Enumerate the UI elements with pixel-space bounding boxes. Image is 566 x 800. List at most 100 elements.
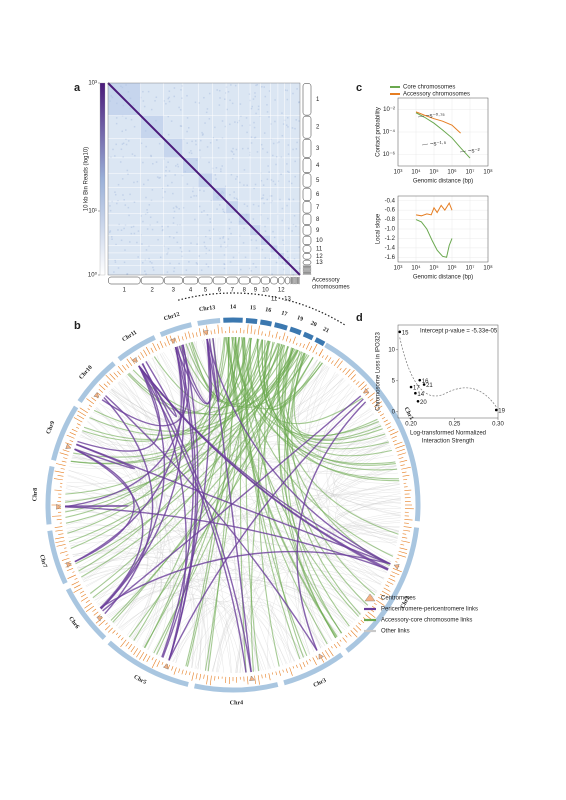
y-tick-label: 0 xyxy=(392,409,396,415)
heatmap-cell xyxy=(165,102,167,105)
heatmap-cell xyxy=(179,109,182,111)
chrom-label: 4 xyxy=(189,288,193,294)
heatmap-cell xyxy=(145,196,147,199)
heatmap-cell xyxy=(133,125,136,128)
link xyxy=(108,381,159,432)
heatmap-cell xyxy=(220,245,222,248)
link xyxy=(106,585,295,662)
heatmap-cell xyxy=(152,162,154,165)
x-tick-label: 10⁵ xyxy=(429,169,439,176)
heatmap-cell xyxy=(111,238,113,240)
segment-label: Chr1 xyxy=(403,406,414,421)
chrom-box xyxy=(163,276,183,285)
heatmap-cell xyxy=(142,90,144,93)
density-tick xyxy=(305,660,309,665)
density-tick xyxy=(54,470,65,474)
link xyxy=(232,336,380,437)
heatmap-cell xyxy=(270,123,272,125)
density-tick xyxy=(392,568,402,573)
heatmap-cell xyxy=(269,138,272,140)
heatmap-cell xyxy=(188,151,191,154)
chrom-box xyxy=(212,276,226,285)
heatmap-cell xyxy=(118,223,120,226)
x-tick-label: 10⁶ xyxy=(447,169,457,176)
heatmap-cell xyxy=(215,178,217,180)
y-tick-label: 10⁻⁴ xyxy=(383,129,396,136)
heatmap-cell xyxy=(239,181,241,184)
link xyxy=(249,337,343,634)
heatmap-cell xyxy=(179,247,182,249)
link xyxy=(131,465,397,639)
density-tick xyxy=(145,346,151,355)
heatmap-cell xyxy=(253,121,255,124)
density-tick xyxy=(254,329,256,335)
heatmap-cell xyxy=(257,105,260,108)
heatmap-cell xyxy=(222,210,225,213)
density-tick xyxy=(299,342,302,347)
link xyxy=(74,448,135,563)
heatmap-cell xyxy=(264,230,267,232)
chrom-box xyxy=(302,187,312,201)
heatmap-cell xyxy=(162,196,164,199)
density-tick xyxy=(302,343,305,348)
density-tick xyxy=(309,658,311,662)
link xyxy=(190,336,234,403)
heatmap-cell xyxy=(170,120,173,122)
density-tick xyxy=(192,332,195,338)
x-tick-label: 0.20 xyxy=(405,422,417,428)
heatmap-cell xyxy=(115,117,118,119)
segment-label: 14 xyxy=(230,304,236,310)
heatmap-cell xyxy=(148,257,150,260)
acc-box xyxy=(290,276,292,285)
heatmap-cell xyxy=(200,269,203,271)
annotation: ~s⁻² xyxy=(468,149,480,155)
density-tick xyxy=(189,671,191,676)
chrom-label: 11 xyxy=(271,297,278,303)
link xyxy=(328,442,390,584)
heatmap-cell xyxy=(208,161,210,164)
link xyxy=(276,343,396,466)
heatmap-cell xyxy=(270,179,273,181)
heatmap-cell xyxy=(125,117,127,120)
heatmap-cell xyxy=(253,126,256,129)
heatmap-cell xyxy=(124,204,127,206)
heatmap-cell xyxy=(294,127,296,130)
heatmap-cell xyxy=(203,241,206,244)
heatmap-cell xyxy=(262,148,264,150)
density-tick xyxy=(261,674,263,679)
link xyxy=(81,431,163,647)
link xyxy=(227,337,328,645)
heatmap-cell xyxy=(201,131,203,134)
heatmap-cell xyxy=(272,154,274,157)
y-tick-label: -0.6 xyxy=(385,208,396,214)
density-tick xyxy=(336,641,341,647)
link xyxy=(128,357,314,638)
link xyxy=(99,403,394,464)
y-axis-label: Local slope xyxy=(376,213,382,244)
heatmap-cell xyxy=(167,251,169,254)
chrom-label: 7 xyxy=(316,205,320,211)
density-tick xyxy=(177,335,181,342)
link xyxy=(138,360,178,418)
heatmap-cell xyxy=(144,270,146,272)
density-tick xyxy=(103,383,108,388)
heatmap-cell xyxy=(243,169,246,171)
legend-swatch xyxy=(364,593,376,602)
density-tick xyxy=(156,343,161,350)
heatmap-cell xyxy=(167,97,170,100)
heatmap-cell xyxy=(127,140,130,142)
density-tick xyxy=(61,460,67,463)
density-tick xyxy=(105,622,108,626)
heatmap-cell xyxy=(109,205,111,207)
plot-frame xyxy=(397,97,489,167)
heatmap-cell xyxy=(226,108,228,111)
density-tick xyxy=(353,627,358,633)
density-tick xyxy=(184,332,188,340)
heatmap-cell xyxy=(198,102,200,104)
heatmap-cell xyxy=(167,184,169,187)
density-tick xyxy=(209,675,212,686)
x-axis-label: Genomic distance (bp) xyxy=(413,179,473,185)
heatmap-cell xyxy=(286,98,289,101)
density-tick xyxy=(167,664,170,670)
density-tick xyxy=(80,593,87,598)
